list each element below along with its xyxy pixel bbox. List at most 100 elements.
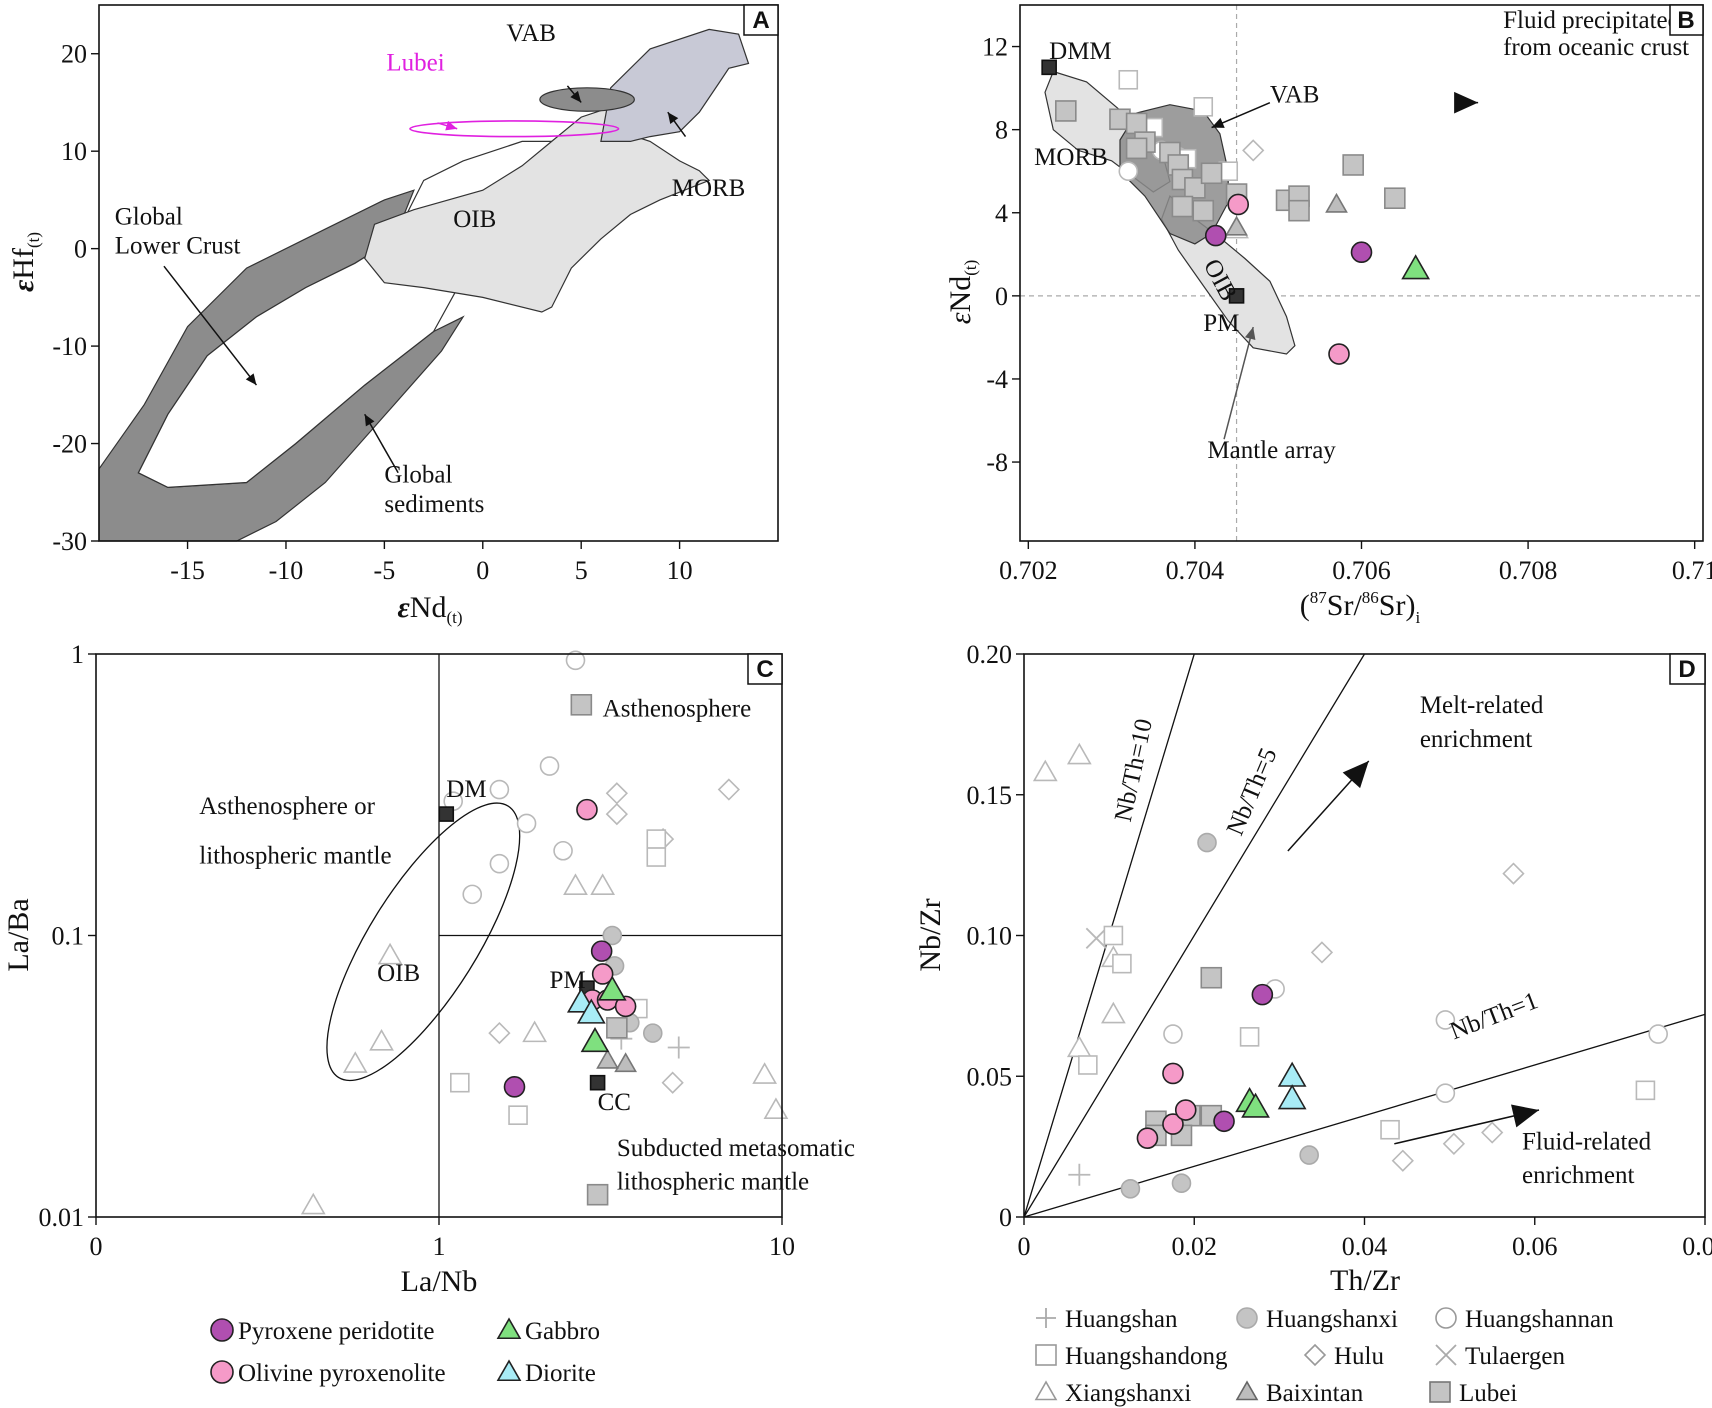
y-tick-label-b: -4 (986, 365, 1008, 394)
point-hulu-d (1481, 1121, 1504, 1144)
point-olivine-pyroxenolite-d (1136, 1127, 1159, 1149)
point-huangshannan-d (1435, 1010, 1456, 1030)
reference-point-cc-c (589, 1074, 606, 1091)
panel-c: Asthenosphere Asthenosphere or lithospheri… (2, 640, 855, 1298)
point-huangshandong-c (450, 1072, 470, 1093)
legend-marker-baixintan (1235, 1380, 1259, 1401)
point-lubei-d (1200, 966, 1223, 989)
annotation-sediments: sediments (384, 491, 484, 518)
point-baixintan-c (596, 1048, 619, 1069)
point-olivine-pyroxenolite-b (1227, 193, 1250, 216)
panel-letter-a: A (752, 7, 769, 34)
annotation-morb: MORB (672, 175, 746, 202)
panel-letter-box-a (743, 4, 779, 36)
point-hulu-c (488, 1021, 511, 1045)
x-axis-label-d: Th/Zr (1330, 1264, 1400, 1297)
annotation-arrow-d0-head (1342, 760, 1369, 789)
annotation-arrow-b2-head (1244, 327, 1256, 340)
annotation-arrow-a3-shaft (163, 265, 258, 386)
point-huangshannan-d (1163, 1024, 1183, 1044)
y-tick-label-c: 1 (71, 640, 84, 669)
legend-label-diorite: Diorite (525, 1360, 596, 1387)
legend-sample-types: Pyroxene peridotite Gabbro Olivine pyroxen… (210, 1317, 600, 1387)
y-tick-label-d: 0.20 (967, 640, 1013, 669)
annotation-mantle-array: Mantle array (1207, 437, 1336, 464)
point-pyroxene-peridotite-c (503, 1076, 526, 1098)
point-olivine-pyroxenolite-c (576, 798, 598, 821)
point-huangshandong-d (1239, 1027, 1260, 1047)
x-axis-label-a: εNd(t) (397, 591, 462, 627)
x-axis-label-c: La/Nb (401, 1265, 478, 1298)
x-tick-label-c: 0 (90, 1232, 103, 1261)
point-huangshannan-c (489, 853, 510, 874)
reference-point-pm-b (1228, 288, 1245, 304)
x-tick-label-a: -15 (170, 556, 205, 585)
y-tick-label-a: 10 (61, 137, 87, 166)
annotation-fluid-related: Fluid-related (1522, 1128, 1652, 1155)
point-huangshannan-c (516, 813, 537, 834)
point-hulu-c (605, 782, 628, 805)
point-huangshanxi-d (1120, 1179, 1141, 1199)
annotation-lubei: Lubei (386, 49, 444, 76)
annotation-arrow-a2-head (667, 112, 679, 125)
x-tick-label-b: 0.704 (1166, 556, 1225, 585)
x-axis-label-b: (87Sr/86Sr)i (1300, 588, 1421, 627)
annotation-subducted-metasomatic: Subducted metasomatic (617, 1135, 855, 1162)
y-axis-label-a: εHf(t) (7, 232, 43, 292)
point-huangshandong-c (646, 847, 667, 867)
x-tick-label-b: 0.71 (1672, 556, 1712, 585)
point-hulu-d (1502, 862, 1525, 885)
point-xiangshanxi-d (1066, 742, 1092, 765)
point-pyroxene-peridotite-d (1251, 983, 1274, 1006)
y-tick-label-b: 4 (995, 199, 1008, 228)
y-axis-label-c: La/Ba (2, 898, 35, 971)
legend-marker-gabbro (496, 1317, 522, 1340)
point-pyroxene-peridotite-b (1204, 224, 1227, 247)
y-tick-label-d: 0.05 (967, 1062, 1013, 1091)
legend-label-olivine-pyroxenolite: Olivine pyroxenolite (238, 1360, 446, 1387)
point-gabbro-d (1241, 1092, 1270, 1118)
annotation-lower-crust: Lower Crust (115, 233, 241, 260)
x-tick-label-b: 0.708 (1499, 556, 1558, 585)
x-tick-label-a: -5 (374, 556, 396, 585)
annotation-nb-th-1: Nb/Th=1 (1446, 987, 1541, 1045)
x-tick-label-a: 10 (667, 556, 693, 585)
y-tick-label-b: 8 (995, 116, 1008, 145)
x-tick-label-c: 10 (769, 1232, 795, 1261)
y-tick-label-d: 0.15 (967, 781, 1013, 810)
legend-label-baixintan: Baixintan (1266, 1380, 1364, 1407)
point-huangshandong-d (1078, 1055, 1098, 1075)
point-lubei-b (1125, 112, 1148, 135)
y-axis-label-d: Nb/Zr (914, 898, 947, 971)
annotation-arrow-a4-shaft (364, 413, 399, 474)
point-lubei-c (606, 1017, 628, 1039)
annotation-melt-related: Melt-related (1420, 692, 1544, 719)
legend-label-xiangshanxi: Xiangshanxi (1065, 1380, 1191, 1407)
annotation-lithospheric-mantle: lithospheric mantle (617, 1169, 809, 1196)
annotation-asthenosphere: Asthenosphere (603, 695, 752, 722)
point-lubei-b (1125, 137, 1148, 160)
legend-marker-huangshan (1036, 1308, 1056, 1328)
point-xiangshanxi-d (1101, 1001, 1126, 1024)
annotation-arrow-b1-head (1211, 117, 1225, 128)
annotation-global: Global (115, 203, 183, 230)
x-tick-label-a: 5 (575, 556, 588, 585)
annotation-dm: DM (446, 776, 486, 803)
point-hulu-d (1442, 1132, 1466, 1155)
annotation-dmm: DMM (1049, 38, 1112, 65)
point-huangshanxi-d (1299, 1145, 1319, 1165)
legend-marker-huangshannan (1435, 1307, 1457, 1329)
y-tick-label-b: 12 (982, 33, 1008, 62)
legend-label-tulaergen: Tulaergen (1465, 1343, 1566, 1370)
panel-d: Nb/Th=10 Nb/Th=5 Nb/Th=1 Melt-related enrich… (914, 640, 1712, 1297)
annotation-pm: PM (1203, 310, 1239, 337)
x-tick-label-d: 0.02 (1172, 1232, 1218, 1261)
annotation-fluid-precipitated: Fluid precipitated (1503, 7, 1681, 34)
annotation-arrow-b2-shaft (1223, 326, 1254, 440)
legend-marker-hulu (1303, 1343, 1327, 1367)
point-hulu-c (717, 778, 741, 801)
annotation-arrow-a4-head (364, 414, 375, 427)
legend-marker-huangshanxi (1236, 1307, 1258, 1329)
point-xiangshanxi-c (377, 942, 403, 965)
